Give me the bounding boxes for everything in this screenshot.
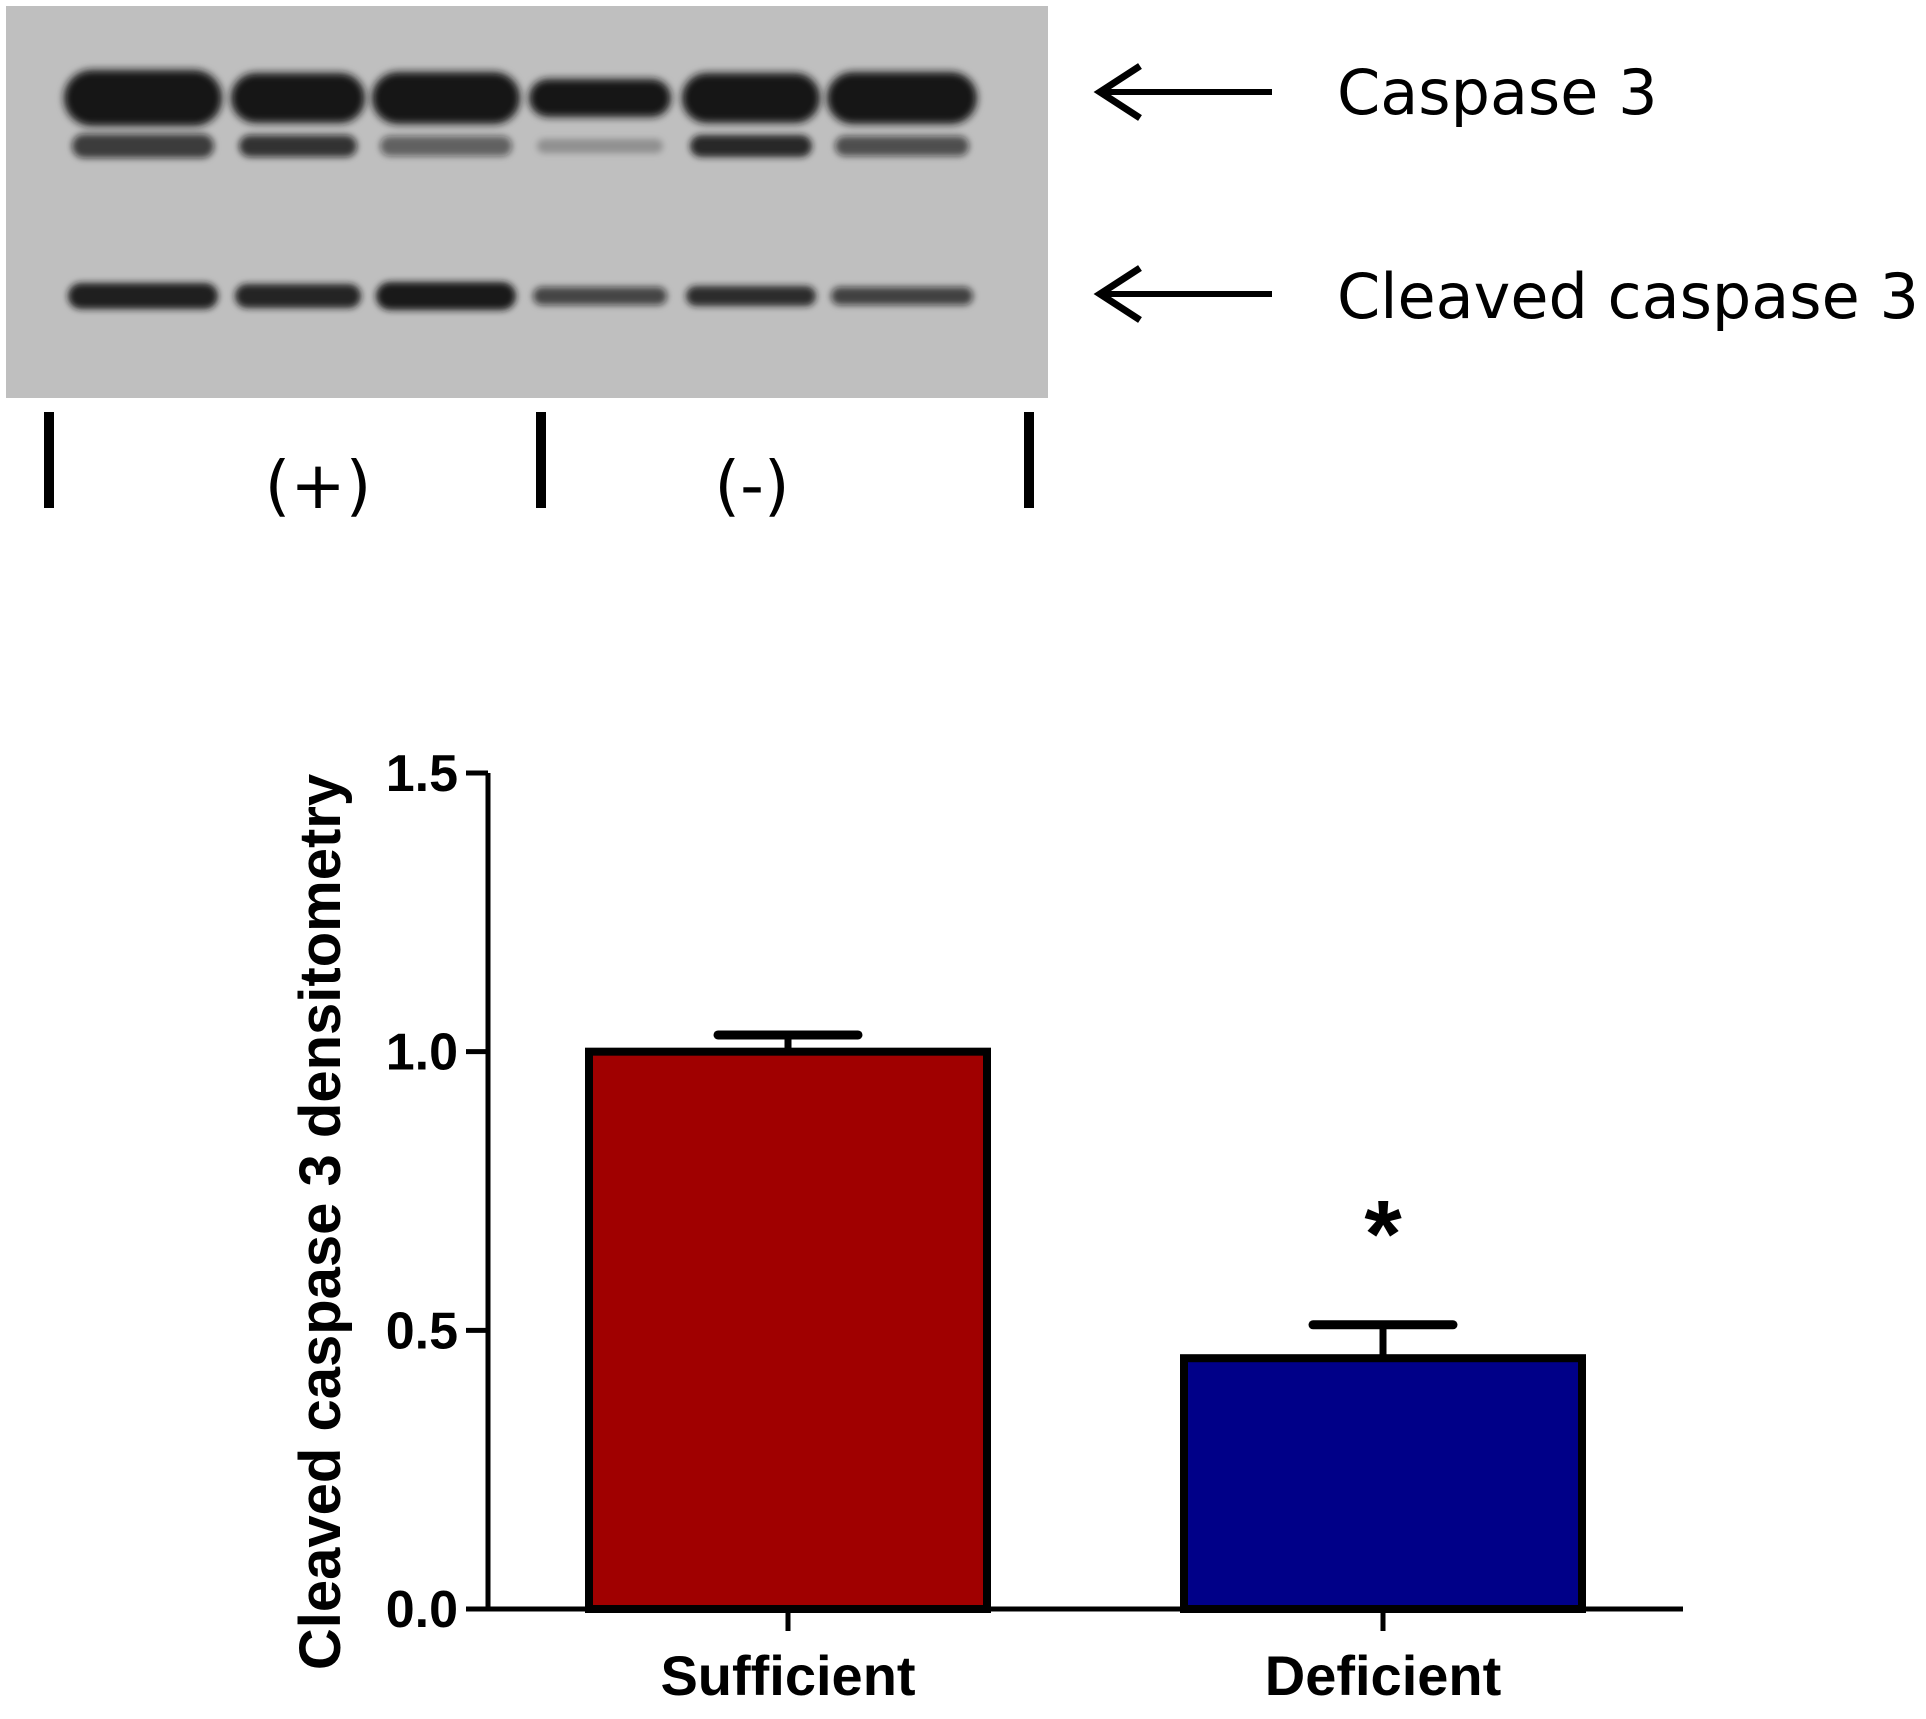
caspase-3-secondary-band xyxy=(380,136,512,156)
cleaved-caspase-3-arrow-icon xyxy=(1093,265,1272,323)
caspase-3-band xyxy=(372,72,520,124)
cleaved-caspase-3-label: Cleaved caspase 3 xyxy=(1337,260,1919,333)
blot-bands xyxy=(64,70,977,310)
caspase-3-secondary-band xyxy=(537,139,663,153)
cleaved-caspase-3-band xyxy=(686,286,816,306)
x-tick-label: Deficient xyxy=(1265,1644,1502,1707)
y-tick-label: 0.0 xyxy=(386,1581,458,1639)
x-tick-label: Sufficient xyxy=(660,1644,915,1707)
bar-sufficient xyxy=(585,1047,991,1613)
caspase-3-secondary-band xyxy=(690,135,812,157)
cleaved-caspase-3-band xyxy=(376,282,516,310)
caspase-3-arrow-icon xyxy=(1093,63,1272,121)
chart-bars: * xyxy=(585,1030,1586,1613)
caspase-3-band xyxy=(529,79,671,117)
group-label-positive: (+) xyxy=(265,447,372,524)
group-label-negative: (-) xyxy=(714,447,789,524)
caspase-3-band xyxy=(64,70,222,126)
bar-deficient xyxy=(1180,1354,1586,1613)
y-tick-label: 0.5 xyxy=(386,1302,458,1360)
caspase-3-secondary-band xyxy=(835,136,969,156)
y-tick-label: 1.5 xyxy=(386,745,458,803)
caspase-3-secondary-band xyxy=(239,135,357,157)
western-blot-panel: Caspase 3 Cleaved caspase 3 (+) (-) xyxy=(6,6,1919,524)
caspase-3-band xyxy=(827,72,977,124)
chart-axes: 0.0 0.5 1.0 1.5 Sufficient Deficient xyxy=(386,745,1683,1707)
cleaved-caspase-3-band xyxy=(831,287,973,305)
caspase-3-band xyxy=(682,73,820,123)
cleaved-caspase-3-band xyxy=(533,287,667,305)
group-separator xyxy=(1024,412,1034,508)
cleaved-caspase-3-band xyxy=(68,283,218,309)
group-separator xyxy=(536,412,546,508)
group-separator xyxy=(44,412,54,508)
y-tick-label: 1.0 xyxy=(386,1024,458,1082)
caspase-3-label: Caspase 3 xyxy=(1337,56,1658,129)
caspase-3-secondary-band xyxy=(72,134,214,158)
significance-marker: * xyxy=(1364,1181,1402,1288)
y-axis-label: Cleaved caspase 3 densitometry xyxy=(288,774,353,1670)
caspase-3-band xyxy=(231,73,365,123)
cleaved-caspase-3-band xyxy=(235,284,361,308)
